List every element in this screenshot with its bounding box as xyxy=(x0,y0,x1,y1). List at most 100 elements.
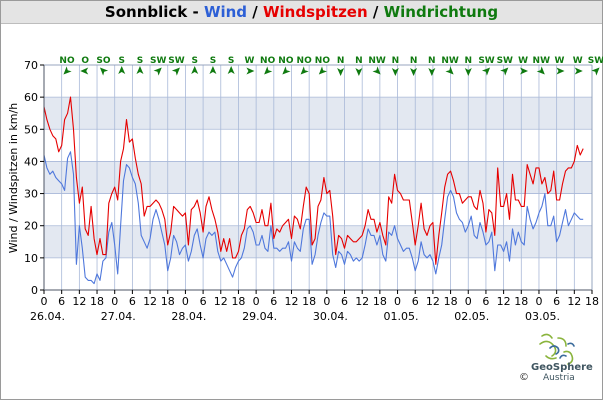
x-tick-label: 18 xyxy=(302,295,316,308)
x-tick-label: 18 xyxy=(444,295,458,308)
arrow-head xyxy=(282,66,291,75)
wind-direction-label: N xyxy=(392,56,400,66)
wind-direction-label: SW xyxy=(168,56,184,66)
y-tick-label: 50 xyxy=(24,123,38,136)
x-tick-label: 12 xyxy=(284,295,298,308)
x-tick-label: 0 xyxy=(535,295,542,308)
wind-direction-arrow-icon xyxy=(136,66,144,74)
wind-direction-label: NO xyxy=(59,56,75,66)
day-label: 29.04. xyxy=(242,310,277,323)
x-tick-label: 18 xyxy=(161,295,175,308)
arrow-head xyxy=(99,67,109,76)
wind-direction-arrow-icon xyxy=(227,66,235,74)
x-tick-label: 6 xyxy=(129,295,136,308)
y-tick-label: 30 xyxy=(24,188,38,201)
x-tick-label: 6 xyxy=(270,295,277,308)
wind-direction-arrow-icon xyxy=(428,68,436,76)
arrow-head xyxy=(372,66,381,75)
arrow-head xyxy=(227,66,235,74)
x-tick-label: 12 xyxy=(143,295,157,308)
title-sep-2: / xyxy=(247,3,263,21)
band-30 xyxy=(44,161,592,194)
geosphere-logo-icon xyxy=(539,333,575,365)
arrow-head xyxy=(153,67,162,76)
x-tick-label: 18 xyxy=(585,295,599,308)
axes xyxy=(43,64,593,291)
day-label: 30.04. xyxy=(313,310,348,323)
wind-direction-arrow-icon xyxy=(264,66,273,75)
chart-title: Sonnblick - Wind / Windspitzen / Windric… xyxy=(1,1,602,24)
wind-direction-label: NW xyxy=(441,56,459,66)
wind-direction-arrow-icon xyxy=(63,66,72,75)
arrow-head xyxy=(171,67,180,76)
x-tick-label: 6 xyxy=(58,295,65,308)
copyright-symbol: © xyxy=(519,372,529,383)
vertical-gridlines xyxy=(43,65,593,290)
x-tick-label: 6 xyxy=(553,295,560,308)
arrow-head xyxy=(318,66,327,75)
day-label: 26.04. xyxy=(30,310,65,323)
title-sep-1: - xyxy=(187,3,204,21)
arrow-head xyxy=(556,67,565,75)
x-tick-label: 12 xyxy=(214,295,228,308)
wind-direction-arrow-icon xyxy=(445,66,454,75)
x-tick-label: 12 xyxy=(426,295,440,308)
wind-direction-arrow-icon xyxy=(282,66,291,75)
wind-direction-arrow-icon xyxy=(372,66,381,75)
plot-border xyxy=(43,64,593,291)
wind-direction-arrow-icon xyxy=(191,66,199,74)
arrow-head xyxy=(481,67,491,76)
wind-direction-label: NO xyxy=(315,56,331,66)
arrow-head xyxy=(136,66,144,74)
series-line-wind xyxy=(43,151,584,285)
arrow-head xyxy=(80,67,89,75)
wind-direction-arrow-icon xyxy=(464,68,472,76)
x-tick-label: 12 xyxy=(355,295,369,308)
wind-direction-label: SO xyxy=(96,56,110,66)
x-tick-label: 18 xyxy=(373,295,387,308)
arrow-head xyxy=(500,67,509,76)
y-tick-label: 10 xyxy=(24,252,38,265)
wind-direction-label: S xyxy=(210,56,216,66)
background-bands xyxy=(44,97,592,258)
wind-direction-label: N xyxy=(410,56,418,66)
wind-direction-label: S xyxy=(137,56,143,66)
band-10 xyxy=(44,225,592,258)
wind-direction-arrow-icon xyxy=(209,66,217,74)
wind-direction-row: NO O SO S S SW SW S S S W NO NO NO NO N N NW N N N NW N SW SW W NW… xyxy=(59,56,603,76)
x-tick-label: 0 xyxy=(253,295,260,308)
x-tick-label: 0 xyxy=(465,295,472,308)
arrow-head xyxy=(63,66,72,75)
wind-direction-label: SW xyxy=(150,56,166,66)
x-tick-label: 0 xyxy=(182,295,189,308)
x-tick-label: 12 xyxy=(72,295,86,308)
day-label: 27.04. xyxy=(101,310,136,323)
x-tick-label: 18 xyxy=(231,295,245,308)
logo-name: GeoSphere xyxy=(531,362,593,373)
y-tick-label: 60 xyxy=(24,91,38,104)
arrow-head xyxy=(246,67,255,75)
wind-direction-arrow-icon xyxy=(246,67,255,75)
x-tick-label: 6 xyxy=(412,295,419,308)
wind-direction-arrow-icon xyxy=(300,66,309,75)
title-wind: Wind xyxy=(203,3,248,21)
wind-direction-label: NO xyxy=(278,56,294,66)
x-tick-label: 18 xyxy=(90,295,104,308)
wind-direction-label: S xyxy=(118,56,124,66)
title-gusts: Windspitzen xyxy=(262,3,368,21)
wind-direction-arrow-icon xyxy=(536,66,545,75)
wind-direction-label: SW xyxy=(478,56,494,66)
wind-direction-arrow-icon xyxy=(118,66,126,74)
arrow-head xyxy=(209,66,217,74)
wind-direction-arrow-icon xyxy=(591,67,600,76)
wind-direction-label: N xyxy=(337,56,345,66)
wind-direction-label: NW xyxy=(368,56,386,66)
title-direction: Windrichtung xyxy=(383,3,499,21)
arrow-head xyxy=(574,67,583,75)
arrow-head xyxy=(191,66,199,74)
y-tick-label: 70 xyxy=(24,59,38,72)
arrow-head xyxy=(264,66,273,75)
x-tick-label: 6 xyxy=(200,295,207,308)
wind-direction-arrow-icon xyxy=(99,67,109,76)
